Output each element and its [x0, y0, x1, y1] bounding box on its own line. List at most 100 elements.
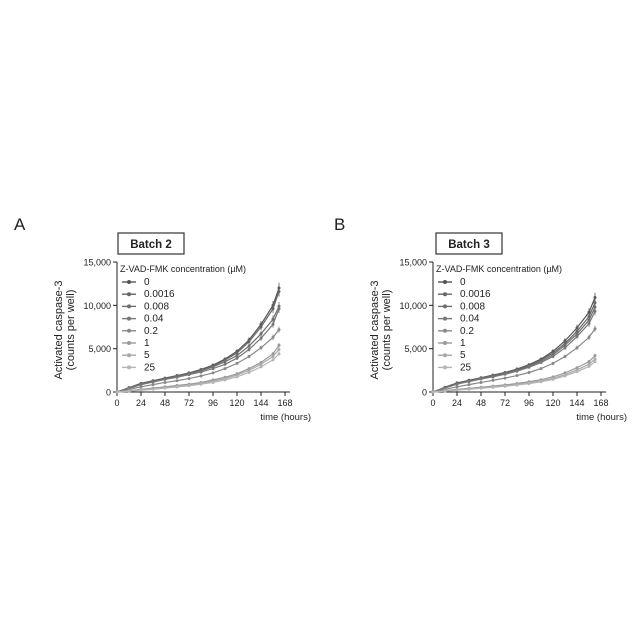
data-point — [552, 362, 555, 365]
data-point — [552, 355, 555, 358]
x-tick-label: 24 — [452, 398, 462, 408]
data-point — [576, 335, 579, 338]
x-tick-label: 96 — [524, 398, 534, 408]
data-point — [528, 371, 531, 374]
chart-panel-b: BBatch 3Activated caspase-3(counts per w… — [334, 215, 627, 423]
data-point — [278, 348, 281, 351]
legend-swatch-marker — [443, 329, 447, 333]
data-point — [236, 357, 239, 360]
data-point — [272, 307, 275, 310]
data-point — [576, 346, 579, 349]
data-point — [588, 336, 591, 339]
legend-entry-0.2: 0.2 — [144, 326, 158, 337]
data-point — [140, 389, 143, 392]
data-point — [236, 362, 239, 365]
legend-title: Z-VAD-FMK concentration (µM) — [120, 264, 246, 274]
data-point — [248, 371, 251, 374]
data-point — [224, 360, 227, 363]
data-point — [116, 391, 119, 394]
y-tick-label: 10,000 — [399, 301, 427, 311]
legend-entry-5: 5 — [144, 350, 150, 361]
x-tick-label: 72 — [184, 398, 194, 408]
data-point — [260, 326, 263, 329]
x-tick-label: 24 — [136, 398, 146, 408]
data-point — [528, 366, 531, 369]
data-point — [128, 390, 131, 393]
x-tick-label: 0 — [430, 398, 435, 408]
data-point — [200, 374, 203, 377]
x-tick-label: 168 — [593, 398, 608, 408]
data-point — [224, 378, 227, 381]
data-point — [564, 346, 567, 349]
data-point — [468, 380, 471, 383]
legend-entry-25: 25 — [460, 362, 472, 373]
data-point — [456, 385, 459, 388]
y-tick-label: 15,000 — [83, 258, 111, 268]
data-point — [224, 367, 227, 370]
legend-swatch-marker — [443, 292, 447, 296]
data-point — [278, 328, 281, 331]
legend-swatch-marker — [127, 292, 131, 296]
legend-entry-0.04: 0.04 — [460, 314, 480, 325]
data-point — [594, 327, 597, 330]
data-point — [552, 378, 555, 381]
data-point — [492, 375, 495, 378]
data-point — [540, 380, 543, 383]
data-point — [564, 374, 567, 377]
legend-swatch-marker — [443, 353, 447, 357]
data-point — [444, 390, 447, 393]
chart-title: Batch 2 — [130, 239, 172, 251]
y-axis-label-line: Activated caspase-3 — [369, 280, 381, 379]
y-axis-label: Activated caspase-3(counts per well) — [53, 280, 77, 379]
data-point — [278, 344, 281, 347]
data-point — [588, 322, 591, 325]
legend-swatch-marker — [127, 280, 131, 284]
data-point — [456, 389, 459, 392]
legend-entry-0.0016: 0.0016 — [460, 289, 491, 300]
data-point — [164, 381, 167, 384]
panel-label: B — [334, 215, 345, 234]
y-tick-label: 5,000 — [404, 344, 427, 354]
data-point — [456, 383, 459, 386]
data-point — [504, 373, 507, 376]
data-point — [152, 388, 155, 391]
data-point — [480, 381, 483, 384]
legend-swatch-marker — [127, 365, 131, 369]
data-point — [260, 337, 263, 340]
data-point — [272, 358, 275, 361]
data-point — [248, 355, 251, 358]
series-line-0.04 — [117, 309, 279, 392]
data-point — [492, 379, 495, 382]
data-point — [212, 371, 215, 374]
data-point — [480, 387, 483, 390]
y-axis-label-line: (counts per well) — [381, 290, 393, 371]
legend-swatch-marker — [127, 317, 131, 321]
series-line-0.0016 — [433, 303, 595, 392]
data-point — [260, 363, 263, 366]
data-point — [594, 360, 597, 363]
data-point — [272, 336, 275, 339]
data-point — [278, 352, 281, 355]
data-point — [188, 373, 191, 376]
data-point — [164, 387, 167, 390]
data-point — [188, 377, 191, 380]
data-point — [516, 384, 519, 387]
x-axis-label: time (hours) — [260, 412, 311, 423]
data-point — [212, 367, 215, 370]
data-point — [540, 361, 543, 364]
x-tick-label: 144 — [569, 398, 584, 408]
data-point — [164, 378, 167, 381]
legend-swatch-marker — [443, 365, 447, 369]
x-tick-label: 72 — [500, 398, 510, 408]
y-tick-label: 0 — [422, 388, 427, 398]
legend-swatch-marker — [443, 304, 447, 308]
data-point — [260, 365, 263, 368]
x-tick-label: 144 — [253, 398, 268, 408]
data-point — [188, 384, 191, 387]
data-point — [200, 371, 203, 374]
legend-entry-0.2: 0.2 — [460, 326, 474, 337]
data-point — [468, 383, 471, 386]
data-point — [516, 374, 519, 377]
data-point — [594, 310, 597, 313]
legend-swatch-marker — [443, 280, 447, 284]
